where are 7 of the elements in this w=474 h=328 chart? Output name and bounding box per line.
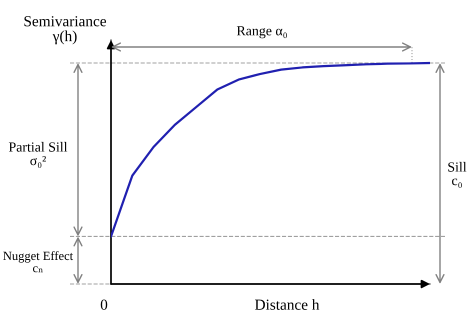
y-axis-title: Semivariance γ(h)	[24, 16, 106, 44]
text: Range α₀	[236, 26, 287, 38]
text: Nugget Effect cₙ	[3, 251, 74, 272]
text: 0	[100, 300, 108, 310]
text: Sill c₀	[448, 162, 466, 188]
x-axis-title: Distance h	[254, 299, 320, 310]
text: Partial Sill σ₀²	[8, 142, 68, 168]
